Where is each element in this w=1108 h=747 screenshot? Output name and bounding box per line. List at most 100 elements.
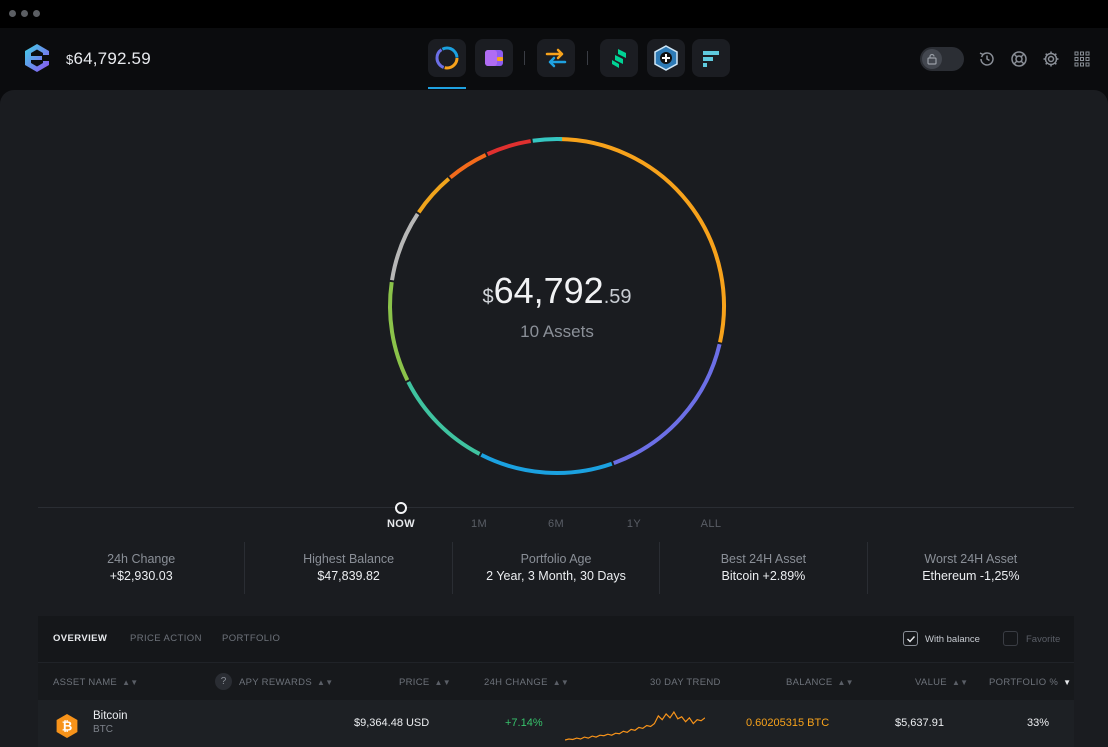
col-price[interactable]: PRICE ▲▼ [399, 677, 451, 688]
help-icon[interactable]: ? [215, 673, 232, 690]
sort-icon: ▲▼ [951, 678, 969, 687]
gear-icon [1043, 51, 1059, 67]
tab-price-action[interactable]: PRICE ACTION [130, 633, 202, 644]
nav-divider [524, 51, 525, 65]
tab-portfolio[interactable]: PORTFOLIO [222, 633, 281, 644]
donut-segment[interactable] [486, 139, 532, 156]
asset-price: $9,364.48 USD [354, 717, 430, 729]
col-label: 24H CHANGE [484, 677, 548, 688]
donut-segment[interactable] [532, 137, 563, 143]
donut-segment[interactable] [390, 212, 420, 281]
timeline-1y[interactable]: 1Y [626, 518, 642, 530]
sort-icon: ▲▼ [434, 678, 451, 687]
asset-count: 10 Assets [520, 322, 594, 341]
table-header: ASSET NAME ▲▼ ? APY REWARDS ▲▼ PRICE ▲▼ 24H… [38, 662, 1074, 700]
favorite-checkbox[interactable] [1003, 631, 1018, 646]
timeline-1m[interactable]: 1M [470, 518, 488, 530]
stat-worst-asset: Worst 24H Asset Ethereum -1,25% [868, 542, 1074, 594]
stat-label: Portfolio Age [520, 552, 592, 566]
portfolio-currency: $ [482, 286, 494, 308]
timeline-now[interactable]: NOW [386, 518, 416, 530]
window-dot-icon[interactable] [9, 10, 16, 17]
portfolio-total: $64,792.59 [385, 270, 729, 312]
col-portfolio-percent[interactable]: PORTFOLIO % ▼ [989, 677, 1071, 688]
col-30-day-trend: 30 DAY TREND [650, 677, 721, 688]
sort-icon: ▲▼ [316, 678, 334, 687]
sort-icon: ▲▼ [552, 678, 570, 687]
sort-icon: ▲▼ [122, 678, 139, 687]
portfolio-donut-chart[interactable] [385, 134, 729, 478]
with-balance-checkbox[interactable] [903, 631, 918, 646]
col-24h-change[interactable]: 24H CHANGE ▲▼ [484, 677, 569, 688]
portfolio-nav-button[interactable] [428, 39, 466, 77]
exchange-nav-button[interactable] [537, 39, 575, 77]
ftx-app-icon [703, 51, 719, 67]
history-icon [979, 52, 994, 66]
history-button[interactable] [977, 47, 997, 71]
window-titlebar [0, 0, 1108, 28]
sparkline-path [565, 710, 705, 741]
donut-segment[interactable] [558, 137, 726, 343]
with-balance-label[interactable]: With balance [925, 634, 980, 645]
portfolio-icon [435, 46, 459, 70]
timeline-handle[interactable] [395, 502, 407, 514]
stat-label: Best 24H Asset [720, 552, 807, 566]
table-row[interactable]: ₿ Bitcoin BTC $9,364.48 USD +7.14% 0.602… [38, 700, 1074, 747]
col-label: BALANCE [786, 677, 833, 688]
settings-button[interactable] [1041, 47, 1061, 71]
stat-value: Ethereum -1,25% [922, 569, 1020, 583]
svg-text:₿: ₿ [62, 719, 73, 734]
lifebuoy-icon [1011, 51, 1027, 67]
donut-segment[interactable] [406, 381, 481, 456]
app-header: $64,792.59 [0, 28, 1108, 90]
header-portfolio-total: $64,792.59 [66, 49, 151, 69]
support-button[interactable] [1009, 47, 1029, 71]
window-dot-icon[interactable] [33, 10, 40, 17]
stat-label: Worst 24H Asset [924, 552, 1018, 566]
compound-app-icon [612, 49, 626, 68]
wallet-nav-button[interactable] [475, 39, 513, 77]
donut-segment[interactable] [613, 343, 722, 465]
donut-segment[interactable] [417, 177, 451, 214]
timeline-all[interactable]: ALL [700, 518, 722, 530]
stat-value: 2 Year, 3 Month, 30 Days [486, 569, 626, 583]
stat-best-asset: Best 24H Asset Bitcoin +2.89% [660, 542, 868, 594]
asset-balance: 0.60205315 BTC [746, 717, 830, 729]
nav-divider [587, 51, 588, 65]
apps-grid-button[interactable] [1072, 47, 1092, 71]
favorite-label[interactable]: Favorite [1026, 634, 1061, 645]
asset-portfolio-percent: 33% [1027, 717, 1050, 729]
donut-segment[interactable] [480, 453, 613, 475]
crypto-app-button[interactable] [647, 39, 685, 77]
col-label: APY REWARDS [239, 677, 312, 688]
lock-toggle[interactable] [920, 47, 964, 71]
donut-segment[interactable] [449, 153, 487, 180]
col-label: PORTFOLIO % [989, 677, 1059, 688]
stat-value: +$2,930.03 [109, 569, 173, 583]
wallet-icon [485, 50, 503, 66]
tab-overview[interactable]: OVERVIEW [53, 633, 108, 644]
donut-segment[interactable] [388, 281, 410, 382]
col-value[interactable]: VALUE ▲▼ [915, 677, 968, 688]
lock-icon [922, 49, 942, 69]
window-dot-icon[interactable] [21, 10, 28, 17]
col-apy-rewards[interactable]: APY REWARDS ▲▼ [239, 677, 333, 688]
header-total-value: 64,792.59 [73, 49, 151, 68]
timeline-6m[interactable]: 6M [547, 518, 565, 530]
exchange-icon [545, 48, 567, 68]
col-balance[interactable]: BALANCE ▲▼ [786, 677, 854, 688]
crypto-app-icon [654, 45, 678, 71]
sort-desc-icon: ▼ [1063, 678, 1072, 687]
compound-app-button[interactable] [600, 39, 638, 77]
exodus-logo-icon[interactable] [22, 43, 52, 73]
stat-highest-balance: Highest Balance $47,839.82 [245, 542, 453, 594]
stat-label: 24h Change [107, 552, 176, 566]
assets-table: OVERVIEW PRICE ACTION PORTFOLIO With bal… [38, 616, 1074, 747]
asset-name: Bitcoin [93, 710, 128, 722]
portfolio-amount-dec: .59 [603, 286, 632, 308]
asset-value: $5,637.91 [895, 717, 944, 729]
col-asset-name[interactable]: ASSET NAME ▲▼ [53, 677, 139, 688]
stat-label: Highest Balance [303, 552, 395, 566]
ftx-app-button[interactable] [692, 39, 730, 77]
portfolio-amount-int: 64,792 [493, 270, 604, 311]
